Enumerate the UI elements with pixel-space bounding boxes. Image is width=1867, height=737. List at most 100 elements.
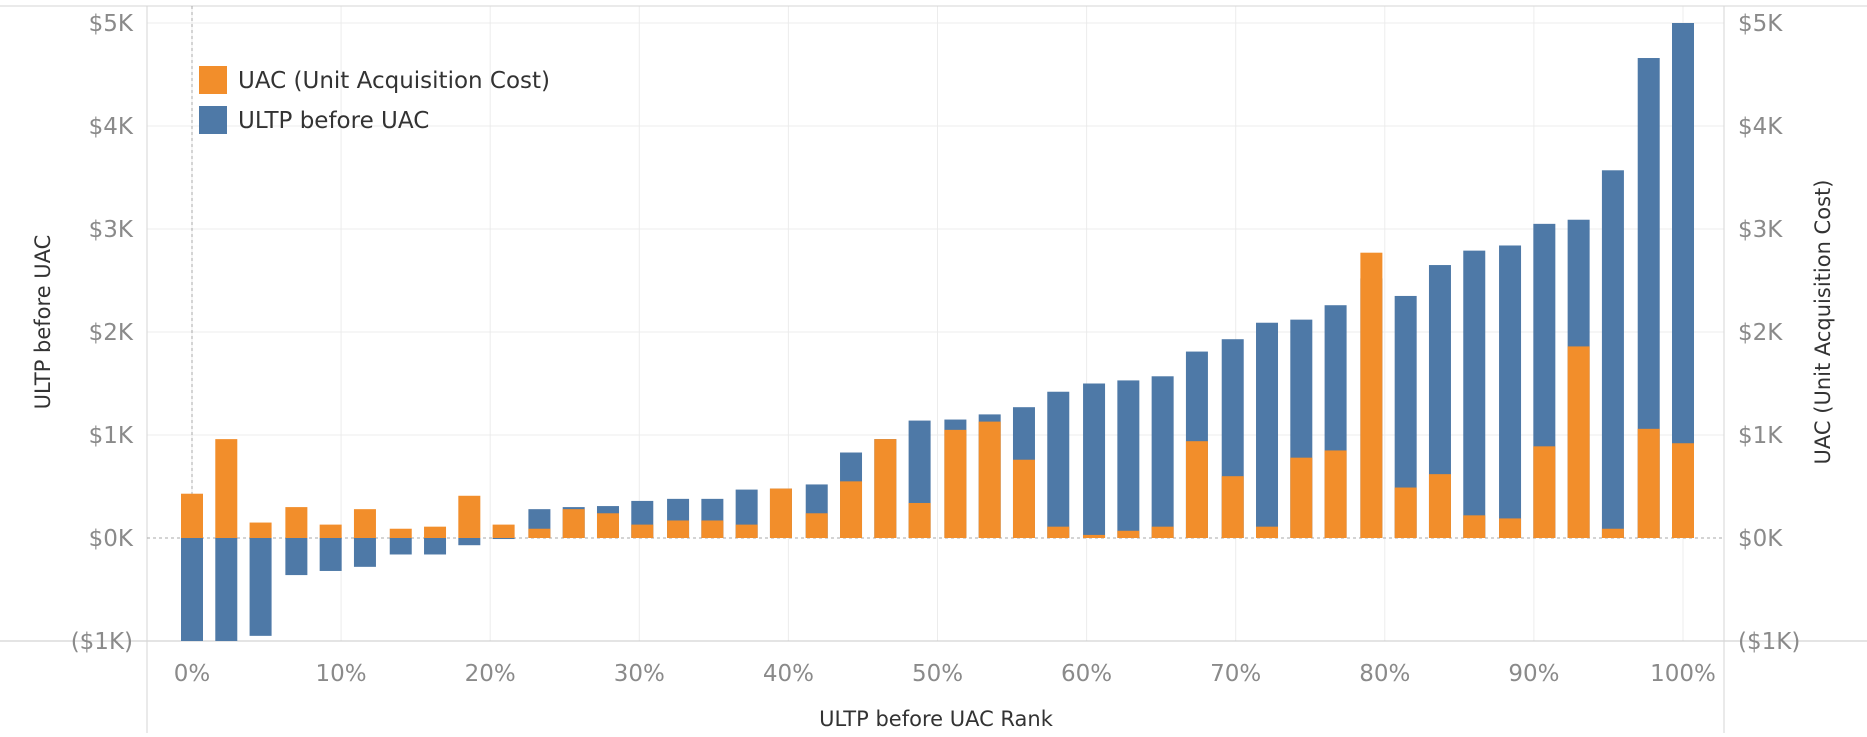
bar-ultp bbox=[1047, 391, 1070, 538]
bar-ultp bbox=[424, 538, 447, 555]
y-tick-label-right: $0K bbox=[1738, 526, 1783, 552]
y-tick-label-left: $3K bbox=[89, 217, 134, 243]
y-axis-title-left: ULTP before UAC bbox=[31, 235, 55, 410]
y-tick-label-left: $4K bbox=[89, 114, 134, 140]
bar-uac bbox=[285, 507, 308, 538]
x-tick-label: 100% bbox=[1650, 661, 1716, 687]
bar-ultp bbox=[1151, 376, 1174, 538]
bar-uac bbox=[1117, 530, 1140, 538]
x-tick-label: 90% bbox=[1508, 661, 1559, 687]
bar-uac bbox=[492, 524, 515, 538]
x-axis-title: ULTP before UAC Rank bbox=[819, 707, 1054, 731]
bar-uac bbox=[769, 488, 792, 538]
x-tick-label: 60% bbox=[1061, 661, 1112, 687]
bar-ultp bbox=[1672, 23, 1694, 538]
bar-uac bbox=[908, 502, 931, 538]
legend-label: UAC (Unit Acquisition Cost) bbox=[238, 68, 550, 94]
bar-uac bbox=[1567, 346, 1590, 538]
x-tick-label: 10% bbox=[316, 661, 367, 687]
legend-swatch bbox=[199, 106, 227, 134]
legend-swatch bbox=[199, 66, 227, 94]
y-tick-label-left: ($1K) bbox=[71, 629, 133, 655]
bar-uac bbox=[1290, 457, 1313, 538]
bar-uac bbox=[701, 520, 724, 538]
x-tick-label: 40% bbox=[763, 661, 814, 687]
y-tick-label-left: $2K bbox=[89, 320, 134, 346]
bar-uac bbox=[181, 493, 203, 538]
y-tick-label-right: ($1K) bbox=[1738, 629, 1800, 655]
bars bbox=[181, 23, 1694, 641]
bar-uac bbox=[389, 528, 412, 538]
bar-ultp bbox=[1637, 58, 1660, 539]
bar-uac bbox=[631, 524, 654, 538]
x-tick-label: 30% bbox=[614, 661, 665, 687]
bar-ultp bbox=[1083, 383, 1106, 538]
x-tick-label: 80% bbox=[1359, 661, 1410, 687]
y-tick-label-left: $5K bbox=[89, 11, 134, 37]
bar-ultp bbox=[1499, 245, 1522, 539]
bar-uac bbox=[1499, 518, 1522, 538]
bar-uac bbox=[840, 481, 863, 538]
bar-uac bbox=[1047, 526, 1070, 538]
bar-ultp bbox=[1256, 322, 1279, 538]
bar-ultp bbox=[1428, 265, 1451, 538]
bar-uac bbox=[944, 429, 967, 538]
x-tick-label: 0% bbox=[174, 661, 211, 687]
y-tick-label-right: $5K bbox=[1738, 11, 1783, 37]
y-tick-label-left: $1K bbox=[89, 423, 134, 449]
bar-uac bbox=[1256, 526, 1279, 538]
bar-uac bbox=[1221, 476, 1244, 538]
bar-uac bbox=[874, 439, 897, 538]
bar-uac bbox=[596, 513, 619, 538]
bar-uac bbox=[424, 526, 447, 538]
bar-uac bbox=[215, 439, 238, 538]
bar-ultp bbox=[1394, 295, 1417, 538]
bar-ultp bbox=[1601, 170, 1624, 539]
bar-uac bbox=[1394, 487, 1417, 538]
bar-uac bbox=[1324, 450, 1347, 538]
bar-ultp bbox=[1463, 250, 1486, 538]
bar-uac bbox=[1637, 428, 1660, 538]
bar-uac bbox=[1151, 526, 1174, 538]
bar-ultp bbox=[1117, 380, 1140, 538]
bar-ultp bbox=[215, 538, 238, 641]
bar-ultp bbox=[181, 538, 203, 641]
bar-uac bbox=[735, 524, 758, 538]
bar-ultp bbox=[249, 538, 272, 636]
bar-uac bbox=[1672, 443, 1694, 538]
bar-uac bbox=[978, 421, 1001, 538]
bar-ultp bbox=[319, 538, 342, 571]
legend: UAC (Unit Acquisition Cost) ULTP before U… bbox=[199, 66, 550, 134]
bar-uac bbox=[319, 524, 342, 538]
y-tick-label-right: $3K bbox=[1738, 217, 1783, 243]
bar-uac bbox=[1463, 515, 1486, 538]
bar-ultp bbox=[492, 538, 515, 540]
bar-uac bbox=[1428, 474, 1451, 538]
bar-ultp bbox=[389, 538, 412, 555]
bar-uac bbox=[1012, 459, 1035, 538]
legend-label: ULTP before UAC bbox=[238, 108, 429, 134]
y-tick-label-right: $2K bbox=[1738, 320, 1783, 346]
bar-uac bbox=[1601, 528, 1624, 538]
bar-uac bbox=[667, 520, 690, 538]
y-tick-label-right: $4K bbox=[1738, 114, 1783, 140]
bar-uac bbox=[805, 513, 828, 538]
y-tick-label-right: $1K bbox=[1738, 423, 1783, 449]
x-tick-label: 20% bbox=[465, 661, 516, 687]
bar-ultp bbox=[353, 538, 376, 567]
bar-uac bbox=[1185, 441, 1208, 538]
x-tick-label: 70% bbox=[1210, 661, 1261, 687]
bar-ultp bbox=[285, 538, 308, 576]
y-tick-label-left: $0K bbox=[89, 526, 134, 552]
bar-uac bbox=[353, 509, 376, 538]
bar-uac bbox=[562, 509, 585, 538]
bar-uac bbox=[528, 528, 551, 538]
bar-uac bbox=[458, 495, 481, 538]
bar-uac bbox=[249, 522, 272, 538]
x-tick-label: 50% bbox=[912, 661, 963, 687]
bar-ultp bbox=[458, 538, 481, 546]
axes: $5K $5K $4K $4K $3K $3K $2K $2K $1K $1K $0K $0K ($1K… bbox=[31, 11, 1835, 731]
y-axis-title-right: UAC (Unit Acquisition Cost) bbox=[1811, 180, 1835, 465]
